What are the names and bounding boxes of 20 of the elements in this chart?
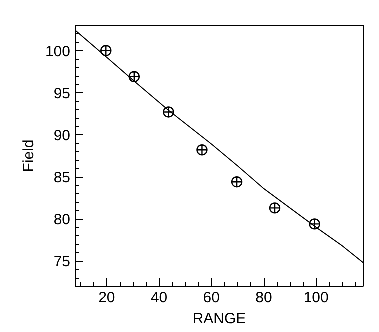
y-tick-label: 100 xyxy=(45,43,71,60)
x-tick-label: 80 xyxy=(256,290,272,306)
point xyxy=(196,144,208,156)
x-tick-label: 60 xyxy=(203,290,220,306)
point xyxy=(269,202,281,214)
y-tick-label: 90 xyxy=(54,127,71,144)
point xyxy=(100,45,112,56)
x-axis-title: RANGE xyxy=(192,310,246,328)
point xyxy=(309,218,320,230)
point xyxy=(128,71,140,82)
x-tick-label: 20 xyxy=(98,290,116,306)
y-tick-label: 95 xyxy=(54,85,71,102)
y-tick-label: 85 xyxy=(54,170,71,187)
x-tick-label: 40 xyxy=(150,290,168,306)
y-axis-title: Field xyxy=(20,140,38,172)
y-tick-label: 75 xyxy=(54,254,71,271)
point xyxy=(231,176,243,188)
x-tick-label: 100 xyxy=(304,290,329,306)
y-tick-label: 80 xyxy=(54,212,71,229)
point xyxy=(163,106,174,118)
